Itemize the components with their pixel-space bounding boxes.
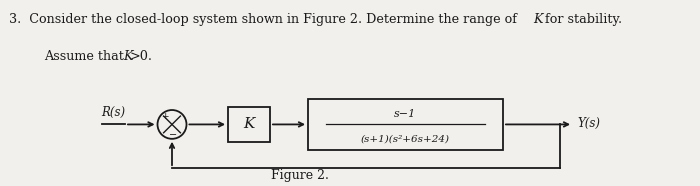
Bar — [308, 99, 503, 150]
Text: Y(s): Y(s) — [577, 117, 600, 130]
Text: K: K — [533, 13, 543, 26]
Text: (s+1)(s²+6s+24): (s+1)(s²+6s+24) — [361, 134, 450, 143]
Text: K: K — [244, 117, 255, 132]
Bar — [228, 107, 270, 142]
Text: s−1: s−1 — [394, 109, 416, 119]
Text: +: + — [161, 112, 169, 121]
Text: Assume that: Assume that — [44, 50, 128, 63]
Text: −: − — [169, 130, 177, 140]
Text: 3.  Consider the closed-loop system shown in Figure 2. Determine the range of: 3. Consider the closed-loop system shown… — [9, 13, 521, 26]
Text: R(s): R(s) — [101, 105, 125, 118]
Text: for stability.: for stability. — [541, 13, 622, 26]
Text: Figure 2.: Figure 2. — [271, 169, 329, 182]
Text: K: K — [123, 50, 133, 63]
Text: >0.: >0. — [130, 50, 153, 63]
